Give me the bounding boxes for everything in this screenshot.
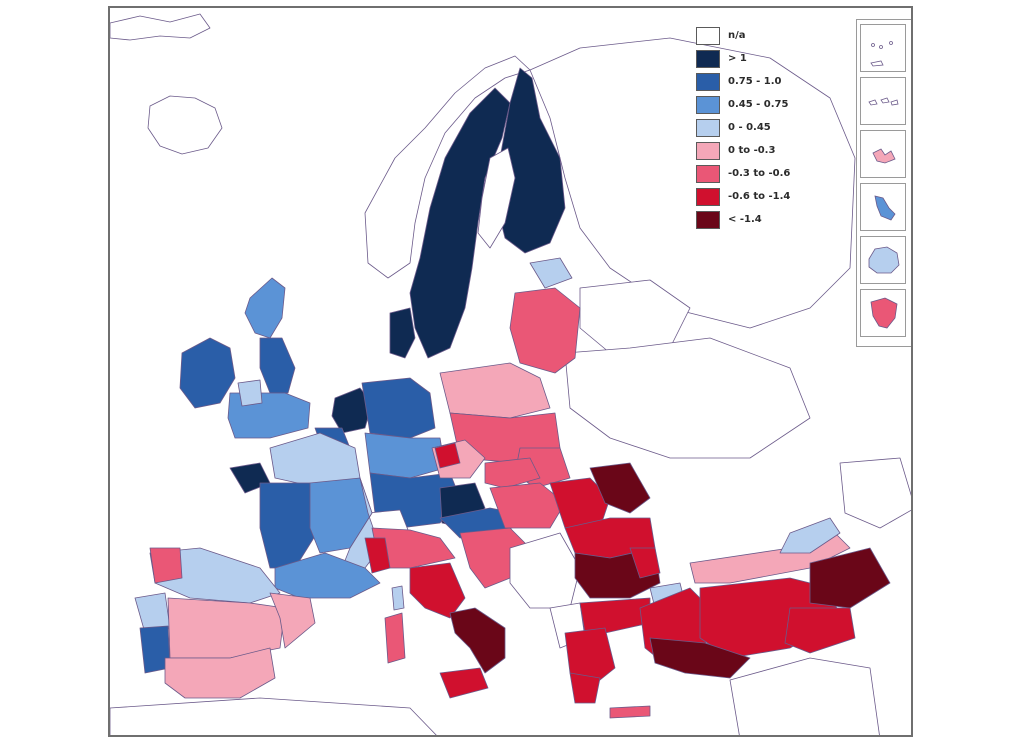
legend-swatch [696, 95, 720, 114]
legend-label: 0 to -0.3 [728, 145, 776, 156]
north-africa [110, 697, 437, 735]
inset-guadeloupe [860, 130, 906, 178]
guadeloupe-shape [872, 148, 896, 164]
greenland [110, 13, 211, 41]
estonia [529, 257, 573, 289]
legend-swatch [696, 49, 720, 68]
wales [237, 379, 263, 407]
england-north [259, 337, 296, 394]
corsica [391, 585, 405, 611]
turkey-south [649, 637, 751, 679]
italy-central [409, 562, 466, 619]
turkey-south-east [784, 607, 856, 654]
turkey-north-east [779, 517, 841, 554]
inset-french-guiana [860, 289, 906, 337]
overseas-insets [856, 19, 911, 347]
spain-galicia [149, 547, 183, 584]
legend-label: 0 - 0.45 [728, 122, 771, 133]
martinique-shape [874, 195, 896, 221]
legend-label: n/a [728, 30, 746, 41]
italy-north-west [364, 537, 391, 574]
russia-west [529, 37, 856, 329]
legend-swatch [696, 118, 720, 137]
legend-item-gt-1: > 1 [696, 47, 836, 70]
caucasus [839, 457, 911, 529]
legend-label: 0.45 - 0.75 [728, 99, 789, 110]
legend-item-na: n/a [696, 24, 836, 47]
greece-north [579, 597, 651, 634]
legend-swatch [696, 72, 720, 91]
greece-central [564, 627, 616, 689]
legend-label: < -1.4 [728, 214, 762, 225]
legend-item-075-1: 0.75 - 1.0 [696, 70, 836, 93]
sardinia [384, 612, 406, 664]
legend-label: > 1 [728, 53, 747, 64]
legend-swatch [696, 164, 720, 183]
iceland [147, 95, 223, 155]
legend: n/a > 1 0.75 - 1.0 0.45 - 0.75 0 - 0.45 … [696, 24, 836, 231]
inset-martinique [860, 183, 906, 231]
madeira-azores-shape [868, 97, 899, 106]
norway [364, 55, 531, 279]
legend-swatch [696, 26, 720, 45]
legend-swatch [696, 141, 720, 160]
europe-map[interactable] [110, 8, 913, 737]
slovakia [484, 457, 541, 489]
legend-label: -0.6 to -1.4 [728, 191, 791, 202]
gulf-of-bothnia [477, 147, 516, 249]
legend-swatch [696, 210, 720, 229]
legend-item-0-045: 0 - 0.45 [696, 116, 836, 139]
netherlands [331, 387, 373, 434]
spain-north [149, 547, 281, 604]
poland-north [439, 362, 551, 419]
legend-swatch [696, 187, 720, 206]
czechia-west [434, 442, 461, 469]
legend-item-neg03-neg06: -0.3 to -0.6 [696, 162, 836, 185]
spain-south [164, 647, 276, 699]
inset-reunion [860, 236, 906, 284]
ukraine [564, 337, 811, 459]
scotland [244, 277, 286, 339]
turkey-east [809, 547, 891, 609]
legend-label: 0.75 - 1.0 [728, 76, 782, 87]
bulgaria-east [629, 547, 661, 579]
italy-south [449, 607, 506, 674]
denmark [389, 307, 416, 359]
peloponnese [569, 672, 601, 704]
latvia-lithuania [509, 287, 581, 374]
canary-islands-shape [870, 41, 893, 67]
legend-item-0-neg03: 0 to -0.3 [696, 139, 836, 162]
sicily [439, 667, 489, 699]
romania-west [549, 477, 611, 529]
romania-north [589, 462, 651, 514]
spain-east [269, 592, 316, 649]
germany-north [361, 377, 436, 439]
syria-iraq [729, 657, 880, 735]
legend-label: -0.3 to -0.6 [728, 168, 791, 179]
france-south [274, 552, 381, 599]
germany-central [364, 432, 446, 479]
crete [609, 705, 651, 719]
legend-item-neg06-neg14: -0.6 to -1.4 [696, 185, 836, 208]
reunion-shape [868, 246, 900, 274]
map-frame: n/a > 1 0.75 - 1.0 0.45 - 0.75 0 - 0.45 … [108, 6, 913, 737]
hungary [489, 482, 566, 529]
inset-canary-islands [860, 24, 906, 72]
inset-madeira-azores [860, 77, 906, 125]
legend-item-045-075: 0.45 - 0.75 [696, 93, 836, 116]
french-guiana-shape [870, 297, 898, 329]
england-south [227, 392, 311, 439]
ireland [179, 337, 236, 409]
legend-item-lt-neg14: < -1.4 [696, 208, 836, 231]
